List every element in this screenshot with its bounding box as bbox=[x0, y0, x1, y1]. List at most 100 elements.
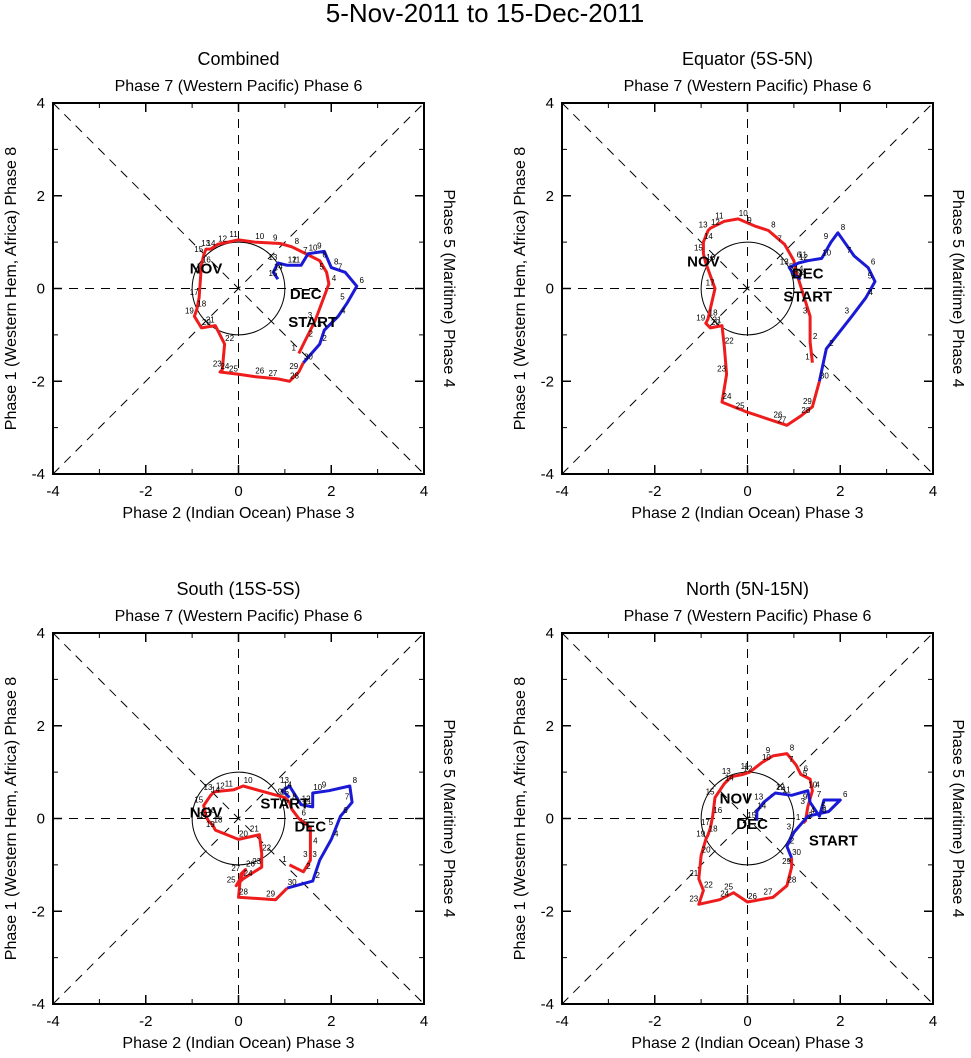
day-number-label: 2 bbox=[790, 836, 795, 845]
diagonal-guide-line bbox=[561, 632, 934, 1005]
day-number-label: 4 bbox=[811, 806, 816, 815]
day-number-label: 21 bbox=[250, 825, 259, 834]
day-number-label: 23 bbox=[213, 360, 222, 369]
day-number-label: 26 bbox=[774, 411, 783, 420]
day-number-label: 22 bbox=[704, 880, 713, 889]
december-trajectory-line bbox=[271, 249, 359, 364]
day-number-label: 2 bbox=[813, 332, 818, 341]
day-number-label: 2 bbox=[829, 339, 834, 348]
day-number-label: 12 bbox=[288, 255, 297, 264]
day-number-label: 4 bbox=[334, 829, 339, 838]
panel-title: North (5N-15N) bbox=[686, 579, 809, 599]
dec-label: DEC bbox=[290, 286, 322, 303]
day-number-label: 10 bbox=[309, 244, 318, 253]
day-number-label: 8 bbox=[353, 776, 358, 785]
day-number-label: 14 bbox=[274, 262, 283, 271]
day-number-label: 24 bbox=[720, 890, 729, 899]
day-number-label: 20 bbox=[702, 846, 711, 855]
day-number-label: 6 bbox=[302, 809, 307, 818]
november-trajectory-line bbox=[697, 752, 814, 906]
day-number-label: 22 bbox=[225, 334, 234, 343]
bottom-phase-label: Phase 2 (Indian Ocean) Phase 3 bbox=[122, 1035, 354, 1052]
x-tick-label: 0 bbox=[234, 1013, 242, 1030]
y-tick-label: 4 bbox=[546, 625, 554, 642]
x-tick-label: -2 bbox=[648, 1013, 661, 1030]
y-tick-label: 2 bbox=[546, 188, 554, 205]
day-number-label: 1 bbox=[282, 855, 287, 864]
day-number-label: 29 bbox=[782, 857, 791, 866]
day-number-label: 14 bbox=[725, 774, 734, 783]
y-tick-label: 0 bbox=[546, 281, 554, 298]
y-tick-label: -2 bbox=[32, 903, 45, 920]
day-number-label: 7 bbox=[777, 234, 782, 243]
x-tick-label: 0 bbox=[743, 483, 751, 500]
day-number-label: 28 bbox=[290, 371, 299, 380]
day-number-label: 17 bbox=[706, 279, 715, 288]
panel-title: Equator (5S-5N) bbox=[682, 49, 813, 69]
x-tick-label: -4 bbox=[46, 1013, 59, 1030]
x-tick-label: -2 bbox=[139, 1013, 152, 1030]
day-number-label: 1 bbox=[796, 813, 801, 822]
day-number-label: 30 bbox=[820, 371, 829, 380]
day-number-label: 8 bbox=[771, 221, 776, 230]
day-number-label: 14 bbox=[794, 265, 803, 274]
day-number-label: 17 bbox=[190, 288, 199, 297]
day-number-label: 28 bbox=[787, 876, 796, 885]
top-phase-label: Phase 7 (Western Pacific) Phase 6 bbox=[624, 608, 872, 625]
day-number-label: 13 bbox=[268, 253, 277, 262]
day-number-label: 29 bbox=[803, 397, 812, 406]
day-number-label: 2 bbox=[315, 871, 320, 880]
day-number-label: 3 bbox=[317, 320, 322, 329]
unit-circle bbox=[700, 241, 795, 336]
day-number-label: 8 bbox=[822, 806, 827, 815]
day-number-label: 30 bbox=[304, 353, 313, 362]
day-number-label: 1 bbox=[805, 353, 810, 362]
day-number-label: 3 bbox=[312, 850, 317, 859]
day-number-label: 13 bbox=[699, 221, 708, 230]
day-number-label: 11 bbox=[741, 762, 750, 771]
left-phase-label: Phase 1 (Western Hem, Africa) Phase 8 bbox=[3, 677, 20, 960]
day-number-label: 20 bbox=[711, 318, 720, 327]
day-number-label: 5 bbox=[329, 818, 334, 827]
unit-circle bbox=[191, 241, 286, 336]
x-tick-label: 2 bbox=[327, 1013, 335, 1030]
y-tick-label: -4 bbox=[32, 996, 45, 1013]
day-number-label: 30 bbox=[288, 878, 297, 887]
start-label: START bbox=[260, 795, 309, 812]
x-tick-label: 4 bbox=[929, 1013, 937, 1030]
december-trajectory-line bbox=[787, 231, 877, 382]
y-tick-label: 4 bbox=[546, 95, 554, 112]
day-number-label: 6 bbox=[804, 764, 809, 773]
day-number-label: 26 bbox=[246, 860, 255, 869]
day-number-label: 5 bbox=[868, 272, 873, 281]
day-number-label: 7 bbox=[789, 755, 794, 764]
day-number-label: 4 bbox=[801, 269, 806, 278]
day-number-label: 12 bbox=[216, 782, 225, 791]
day-number-label: 13 bbox=[722, 767, 731, 776]
y-tick-label: 0 bbox=[546, 811, 554, 828]
day-number-label: 26 bbox=[255, 367, 264, 376]
day-number-label: 24 bbox=[723, 392, 732, 401]
y-tick-label: 4 bbox=[37, 625, 45, 642]
day-number-label: 25 bbox=[227, 876, 236, 885]
day-number-label: 6 bbox=[843, 790, 848, 799]
day-number-label: 12 bbox=[799, 253, 808, 262]
day-number-label: 27 bbox=[268, 369, 277, 378]
november-trajectory-line bbox=[192, 238, 331, 383]
day-number-label: 9 bbox=[273, 234, 278, 243]
day-number-label: 15 bbox=[194, 796, 203, 805]
dec-label: DEC bbox=[295, 818, 327, 835]
day-number-label: 19 bbox=[696, 829, 705, 838]
x-tick-label: 4 bbox=[420, 483, 428, 500]
y-tick-label: 2 bbox=[37, 188, 45, 205]
day-number-label: 5 bbox=[303, 818, 308, 827]
day-number-label: 19 bbox=[185, 306, 194, 315]
x-tick-label: -4 bbox=[46, 483, 59, 500]
november-trajectory-line bbox=[202, 784, 312, 902]
day-number-label: 15 bbox=[791, 269, 800, 278]
day-number-label: 7 bbox=[303, 246, 308, 255]
x-tick-label: 0 bbox=[743, 1013, 751, 1030]
day-number-label: 11 bbox=[225, 780, 234, 789]
